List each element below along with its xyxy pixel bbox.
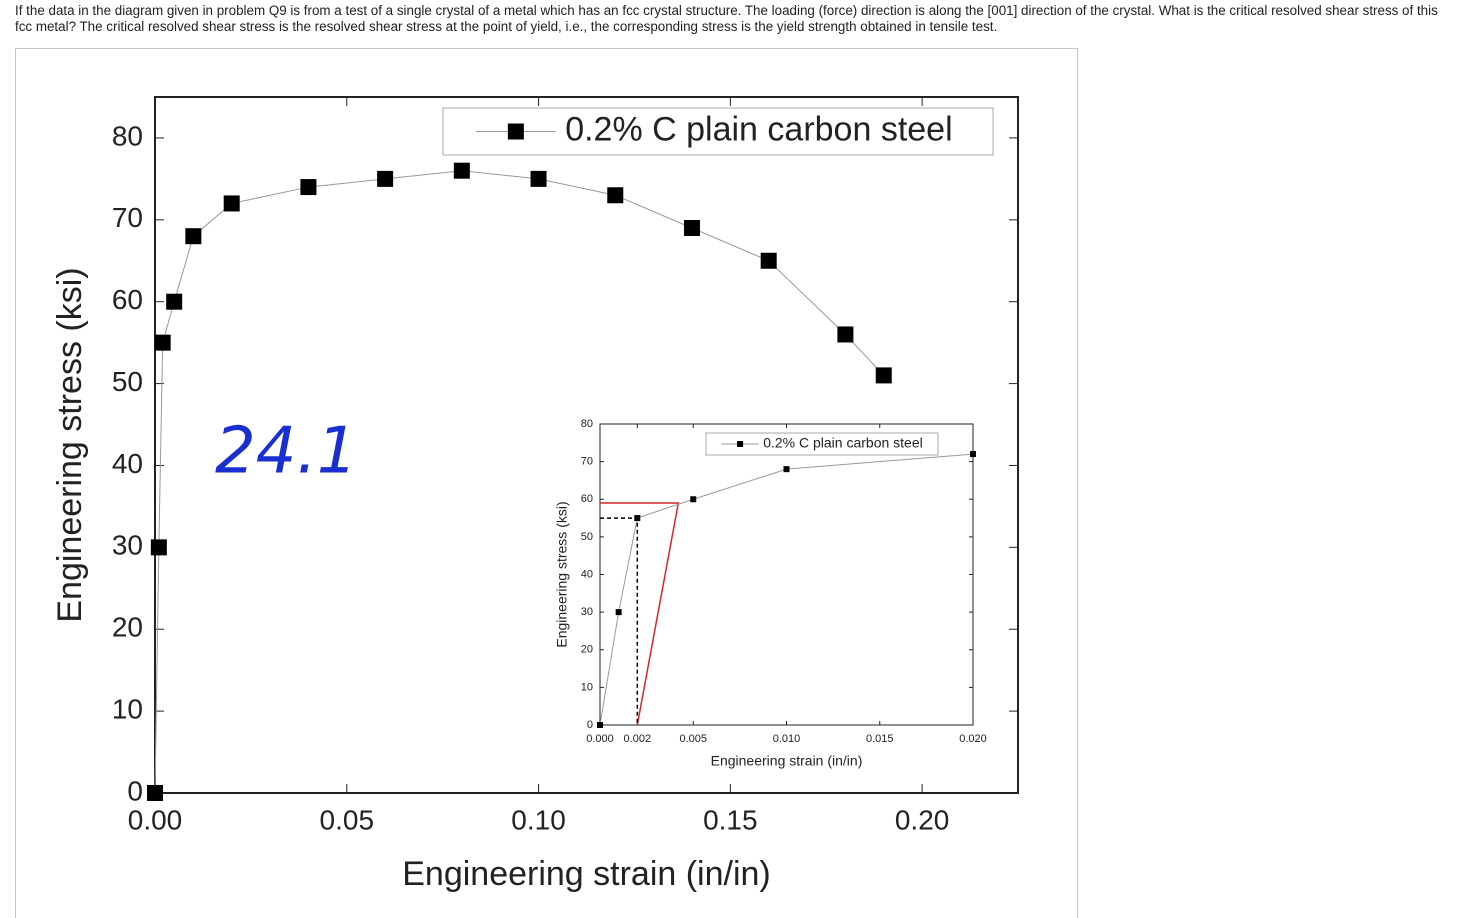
data-point xyxy=(223,195,240,212)
data-point xyxy=(615,609,622,616)
legend-marker xyxy=(737,441,744,447)
x-tick-label: 0.10 xyxy=(511,804,566,835)
x-axis-title: Engineering strain (in/in) xyxy=(402,855,771,893)
legend-label: 0.2% C plain carbon steel xyxy=(763,435,923,451)
y-tick-label: 0 xyxy=(587,719,593,731)
question-text: If the data in the diagram given in prob… xyxy=(15,3,1438,34)
x-tick-label: 0.020 xyxy=(959,733,987,745)
y-tick-label: 70 xyxy=(581,456,593,468)
x-tick-label: 0.05 xyxy=(320,804,375,835)
data-point xyxy=(166,293,183,310)
y-axis-title: Engineering stress (ksi) xyxy=(554,501,570,647)
y-tick-label: 40 xyxy=(581,568,593,580)
data-point xyxy=(760,252,777,269)
data-point xyxy=(185,228,202,245)
legend-marker xyxy=(507,123,524,140)
series-line xyxy=(599,453,974,726)
data-point xyxy=(150,539,167,556)
x-axis-title: Engineering strain (in/in) xyxy=(711,753,863,769)
y-tick-label: 30 xyxy=(581,606,593,618)
data-point xyxy=(690,496,697,503)
x-tick-label: 0.15 xyxy=(703,804,758,835)
y-tick-label: 20 xyxy=(112,612,143,643)
data-point xyxy=(300,179,317,196)
image-frame xyxy=(15,48,1078,918)
y-tick-label: 70 xyxy=(112,202,143,233)
data-point xyxy=(970,451,976,458)
data-point xyxy=(875,367,892,384)
y-tick-label: 50 xyxy=(112,366,143,397)
y-tick-label: 80 xyxy=(112,120,143,151)
x-tick-label: 0.010 xyxy=(773,733,801,745)
data-point xyxy=(147,785,163,801)
y-tick-label: 40 xyxy=(112,448,143,479)
x-tick-label: 0.002 xyxy=(624,733,652,745)
y-tick-label: 10 xyxy=(581,681,593,693)
data-point xyxy=(530,170,547,187)
x-tick-label: 0.015 xyxy=(866,733,894,745)
x-tick-label: 0.00 xyxy=(128,804,183,835)
data-point xyxy=(783,466,790,473)
y-tick-label: 80 xyxy=(581,418,593,430)
x-tick-label: 0.000 xyxy=(586,733,614,745)
data-point xyxy=(683,220,700,237)
data-point xyxy=(154,334,171,351)
y-tick-label: 60 xyxy=(581,493,593,505)
legend-label: 0.2% C plain carbon steel xyxy=(565,110,952,148)
y-tick-label: 60 xyxy=(112,284,143,315)
x-tick-label: 0.005 xyxy=(679,733,707,745)
handwritten-note: 24.1 xyxy=(215,415,358,489)
y-tick-label: 10 xyxy=(112,694,143,725)
y-tick-label: 50 xyxy=(581,531,593,543)
data-point xyxy=(837,326,854,343)
reference-line xyxy=(600,502,680,726)
data-point xyxy=(453,162,470,179)
y-axis-title: Engineering stress (ksi) xyxy=(51,267,89,622)
data-point xyxy=(377,170,394,187)
data-point xyxy=(597,722,603,728)
y-tick-label: 20 xyxy=(581,644,593,656)
legend-box xyxy=(705,432,939,456)
data-point xyxy=(607,187,624,204)
y-tick-label: 30 xyxy=(112,530,143,561)
y-tick-label: 0 xyxy=(127,775,143,806)
data-point xyxy=(634,515,641,522)
x-tick-label: 0.20 xyxy=(895,804,950,835)
